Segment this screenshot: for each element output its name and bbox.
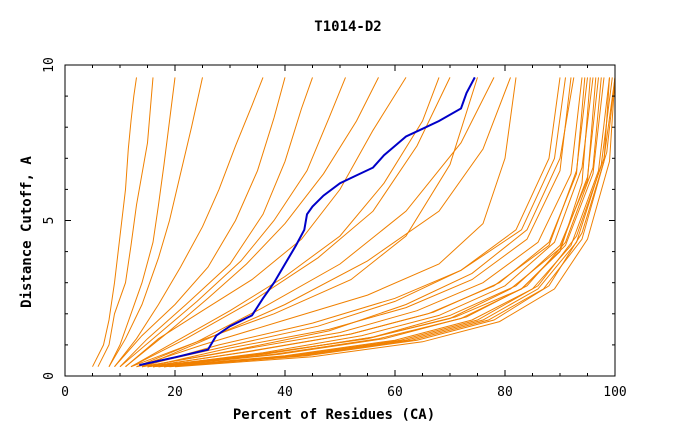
series-line-8 <box>119 77 346 368</box>
x-tick-label: 80 <box>497 385 513 400</box>
y-tick-label: 10 <box>42 57 57 73</box>
series-line-26 <box>152 77 597 368</box>
plot-frame <box>64 64 616 377</box>
series-line-22 <box>147 77 599 368</box>
series-line-35 <box>147 77 586 368</box>
curves-group <box>92 77 616 368</box>
series-line-9 <box>125 77 379 368</box>
series-line-25 <box>163 77 613 368</box>
series-line-32 <box>136 77 566 368</box>
series-line-7 <box>119 77 313 368</box>
series-line-10 <box>125 77 407 368</box>
highlight-series-line <box>139 76 476 367</box>
x-tick-label: 100 <box>603 385 626 400</box>
series-line-18 <box>147 77 572 368</box>
series-line-4 <box>108 77 203 367</box>
series-line-15 <box>130 77 478 368</box>
series-line-33 <box>152 77 591 368</box>
series-line-3 <box>108 77 176 367</box>
series-line-31 <box>141 77 575 368</box>
x-tick-label: 20 <box>167 385 183 400</box>
x-axis-label: Percent of Residues (CA) <box>233 407 435 423</box>
y-axis-label: Distance Cutoff, A <box>19 156 35 308</box>
series-line-16 <box>136 77 517 368</box>
y-tick-label: 5 <box>42 217 57 225</box>
highlight-group <box>139 76 476 367</box>
series-line-1 <box>92 77 137 367</box>
series-line-2 <box>97 77 154 367</box>
x-tick-label: 60 <box>387 385 403 400</box>
series-line-5 <box>114 77 264 368</box>
y-tick-label: 0 <box>42 372 57 380</box>
series-line-21 <box>152 77 594 368</box>
series-line-14 <box>141 77 511 368</box>
series-line-17 <box>141 77 561 368</box>
series-line-12 <box>130 77 451 368</box>
series-line-19 <box>141 77 583 368</box>
series-line-6 <box>114 77 286 368</box>
y-axis-ticks: 0 5 10 <box>42 57 615 380</box>
series-line-34 <box>163 77 610 368</box>
series-line-30 <box>174 77 616 368</box>
series-line-28 <box>163 77 616 368</box>
chart-title: T1014-D2 <box>314 19 381 35</box>
series-line-24 <box>158 77 610 368</box>
x-tick-label: 40 <box>277 385 293 400</box>
x-axis-ticks: 0 20 40 60 80 100 <box>61 65 627 400</box>
series-line-27 <box>158 77 602 368</box>
x-tick-label: 0 <box>61 385 69 400</box>
